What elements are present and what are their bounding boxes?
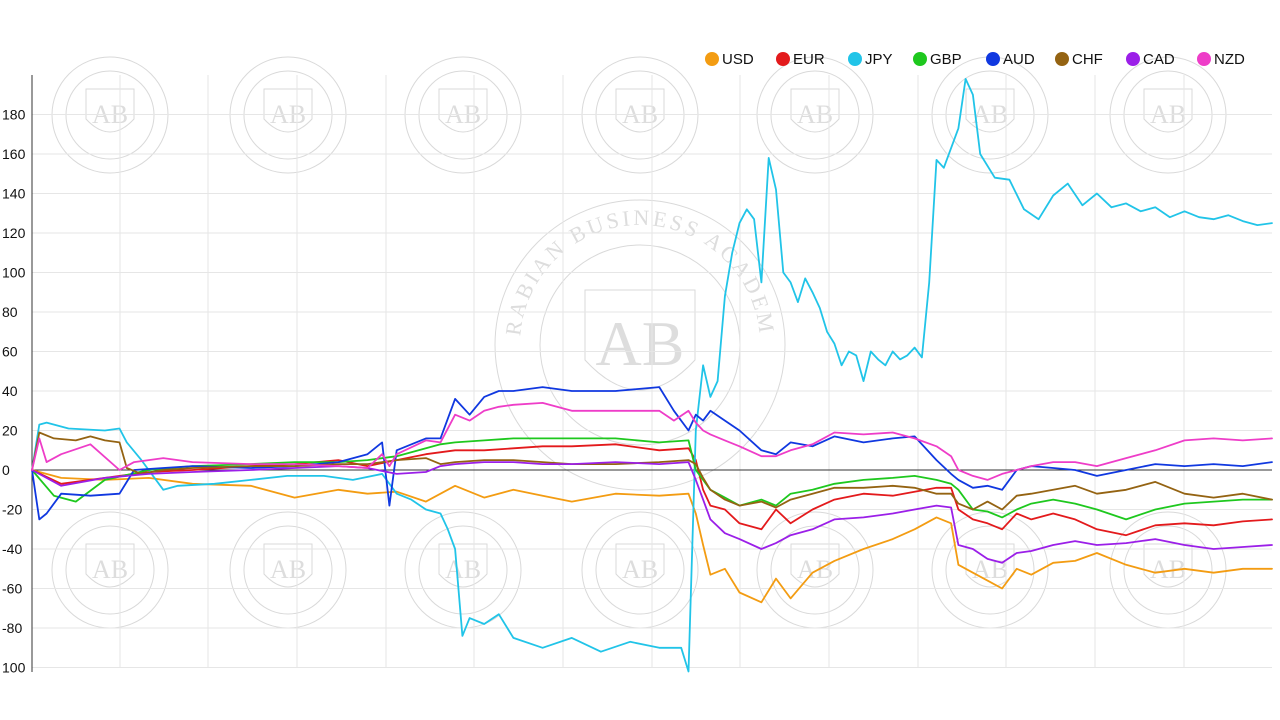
watermark-logo-text: AB — [622, 555, 658, 584]
watermark-logo-text: AB — [445, 555, 481, 584]
watermark-logo: AB — [51, 511, 169, 629]
legend-item-gbp[interactable]: GBP — [913, 51, 962, 68]
chart-grid — [31, 75, 1272, 672]
y-tick-label: 120 — [2, 225, 26, 241]
legend-swatch — [705, 52, 719, 66]
series-line-cad — [31, 461, 1273, 564]
watermark-logo: AB — [229, 511, 347, 629]
series-line-usd — [31, 469, 1273, 604]
legend-label: EUR — [793, 51, 825, 68]
chart-series — [31, 78, 1273, 673]
y-tick-label: 160 — [2, 146, 26, 162]
watermark-logo: AB — [931, 511, 1049, 629]
legend-swatch — [848, 52, 862, 66]
y-tick-label: 60 — [2, 344, 18, 360]
legend-item-jpy[interactable]: JPY — [848, 51, 893, 68]
legend-item-cad[interactable]: CAD — [1126, 51, 1175, 68]
legend-label: GBP — [930, 51, 962, 68]
y-tick-label: -60 — [2, 581, 22, 597]
legend-swatch — [1055, 52, 1069, 66]
watermark-logo-text: AB — [270, 555, 306, 584]
legend-item-chf[interactable]: CHF — [1055, 51, 1103, 68]
watermark-logo-text: AB — [92, 555, 128, 584]
watermark-logo: AB — [1109, 511, 1227, 629]
series-line-eur — [31, 443, 1273, 537]
legend-item-eur[interactable]: EUR — [776, 51, 825, 68]
series-line-chf — [31, 431, 1273, 511]
watermark-logo: AB — [581, 511, 699, 629]
watermark-center-logo-text: AB — [596, 308, 685, 379]
legend-swatch — [1126, 52, 1140, 66]
legend-label: NZD — [1214, 51, 1245, 68]
legend-swatch — [776, 52, 790, 66]
y-tick-label: 180 — [2, 107, 26, 123]
y-axis-ticks: 180 160 140 120 100 80 60 40 20 0 -20 -40 -60 -80 100 — [2, 107, 26, 676]
watermark-logo: AB — [756, 511, 874, 629]
watermark-layer: ABABABABABABABABABABABABABABABARABIAN BU… — [0, 0, 1227, 629]
y-tick-label: 100 — [2, 265, 26, 281]
legend-label: AUD — [1003, 51, 1035, 68]
y-tick-label: 80 — [2, 304, 18, 320]
y-tick-label: 40 — [2, 383, 18, 399]
y-tick-label: 0 — [2, 462, 10, 478]
y-tick-label: 100 — [2, 660, 26, 676]
legend-item-nzd[interactable]: NZD — [1197, 51, 1245, 68]
legend-label: CAD — [1143, 51, 1175, 68]
y-tick-label: -20 — [2, 502, 22, 518]
legend-item-usd[interactable]: USD — [705, 51, 754, 68]
watermark-logo: AB — [404, 511, 522, 629]
legend-label: USD — [722, 51, 754, 68]
legend-swatch — [986, 52, 1000, 66]
chart-legend: USD EUR JPY GBP AUD CHF CAD NZD — [705, 51, 1245, 68]
y-tick-label: 20 — [2, 423, 18, 439]
series-line-nzd — [31, 402, 1273, 481]
legend-swatch — [913, 52, 927, 66]
legend-label: CHF — [1072, 51, 1103, 68]
y-tick-label: 140 — [2, 186, 26, 202]
legend-swatch — [1197, 52, 1211, 66]
y-tick-label: -80 — [2, 620, 22, 636]
watermark-logo-text: AB — [797, 555, 833, 584]
legend-item-aud[interactable]: AUD — [986, 51, 1035, 68]
y-tick-label: -40 — [2, 541, 22, 557]
legend-label: JPY — [865, 51, 893, 68]
